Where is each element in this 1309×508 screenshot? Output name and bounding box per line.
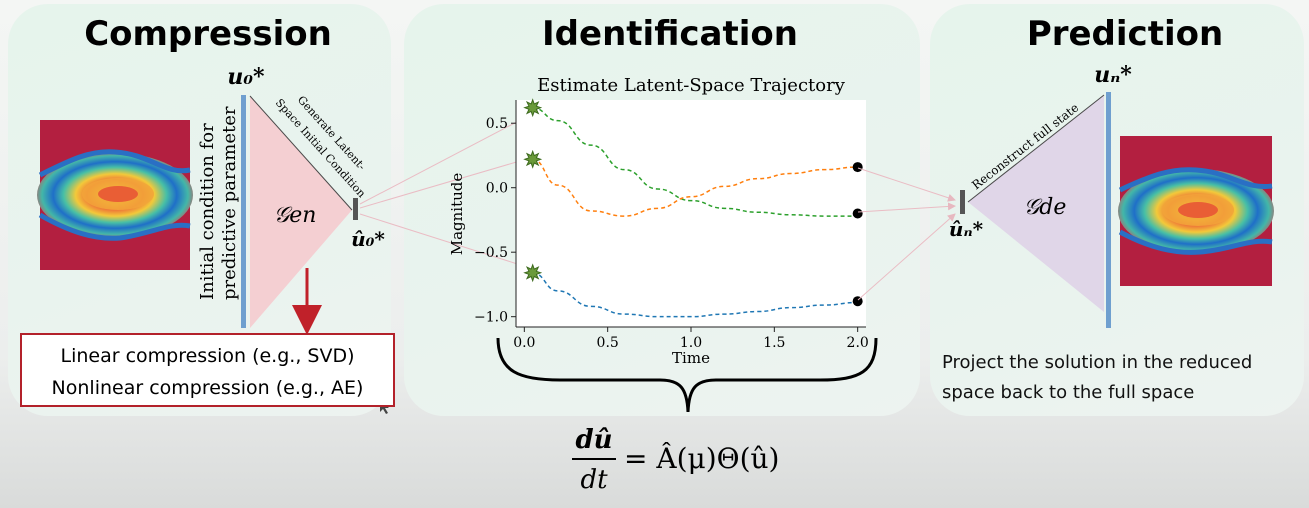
vertical-label-line2: predictive parameter bbox=[219, 106, 240, 300]
x-tick-label: 1.5 bbox=[763, 335, 785, 351]
y-axis-label: Magnitude bbox=[448, 173, 466, 256]
latent-symbol-right: ûₙ* bbox=[949, 217, 984, 241]
x-tick-label: 0.0 bbox=[513, 335, 535, 351]
decoder-symbol: 𝒢de bbox=[1024, 195, 1067, 220]
y-tick-label: 0.0 bbox=[486, 181, 508, 197]
equation-denominator: dt bbox=[580, 465, 608, 495]
latent-bar-left bbox=[353, 198, 358, 220]
encoder-triangle bbox=[250, 96, 352, 328]
input-state-bar bbox=[241, 95, 246, 328]
y-tick-label: −1.0 bbox=[474, 310, 508, 326]
equation-numerator: dû bbox=[575, 425, 612, 455]
start-point-marker-2 bbox=[523, 263, 543, 283]
start-point-marker-0 bbox=[523, 98, 543, 118]
vertical-label-line1: Initial condition for bbox=[197, 123, 218, 300]
y-tick-label: −0.5 bbox=[474, 245, 508, 261]
x-tick-label: 2.0 bbox=[847, 335, 869, 351]
left-connectors bbox=[359, 114, 531, 270]
series-line-2 bbox=[532, 272, 858, 318]
x-tick-label: 1.0 bbox=[680, 335, 702, 351]
equation-rhs: = Â(μ)Θ(û) bbox=[624, 442, 779, 475]
y-tick-label: 0.5 bbox=[486, 116, 508, 132]
input-symbol: u₀* bbox=[227, 64, 265, 90]
latent-bar-right bbox=[960, 190, 965, 214]
right-connectors bbox=[857, 167, 956, 301]
output-state-bar bbox=[1106, 92, 1111, 328]
start-point-marker-1 bbox=[523, 149, 543, 169]
latent-trajectory-chart: Estimate Latent-Space Trajectory Time Ma… bbox=[448, 75, 869, 367]
end-point-marker-0 bbox=[852, 208, 863, 219]
callout-line1: Linear compression (e.g., SVD) bbox=[60, 345, 355, 367]
x-tick-label: 0.5 bbox=[597, 335, 619, 351]
end-point-marker-1 bbox=[852, 162, 863, 173]
identification-title: Identification bbox=[542, 14, 798, 54]
ode-equation: dû dt = Â(μ)Θ(û) bbox=[572, 425, 779, 495]
chart-title: Estimate Latent-Space Trajectory bbox=[537, 75, 846, 96]
callout-line2: Nonlinear compression (e.g., AE) bbox=[51, 377, 364, 399]
x-axis-label: Time bbox=[672, 349, 710, 367]
decoder-triangle bbox=[968, 95, 1104, 312]
output-flow-field-image bbox=[1118, 136, 1274, 286]
series-line-1 bbox=[532, 158, 858, 217]
prediction-description: Project the solution in the reduced spac… bbox=[942, 352, 1253, 403]
series-line-0 bbox=[532, 106, 858, 217]
input-flow-field-image bbox=[37, 120, 193, 270]
plot-area bbox=[516, 100, 866, 327]
compression-methods-callout: Linear compression (e.g., SVD) Nonlinear… bbox=[20, 333, 395, 407]
encoder-symbol: 𝒢en bbox=[274, 203, 317, 228]
output-symbol: uₙ* bbox=[1094, 62, 1132, 88]
latent-symbol-left: û₀* bbox=[351, 227, 385, 251]
curly-brace bbox=[496, 337, 878, 413]
prediction-title: Prediction bbox=[1026, 14, 1224, 54]
compression-title: Compression bbox=[84, 14, 332, 54]
